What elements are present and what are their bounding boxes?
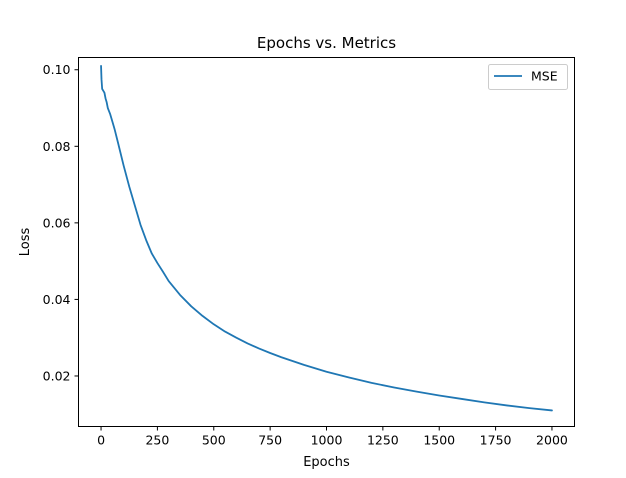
y-tick-label: 0.08: [43, 139, 71, 154]
x-axis-ticks: 0 250 500 750 1000 1250 1500 1750 2000: [97, 426, 568, 448]
x-tick-label: 750: [258, 433, 282, 448]
legend: MSE: [488, 64, 568, 90]
x-tick-label: 0: [97, 433, 105, 448]
x-tick-label: 2000: [536, 433, 568, 448]
x-tick-label: 500: [202, 433, 226, 448]
x-tick-label: 1000: [311, 433, 343, 448]
legend-box: [488, 64, 568, 90]
series-line-mse: [100, 65, 553, 412]
y-tick-label: 0.06: [43, 215, 71, 230]
legend-label-mse: MSE: [531, 69, 558, 84]
x-tick-label: 1500: [423, 433, 455, 448]
chart-title: Epochs vs. Metrics: [257, 34, 396, 52]
x-tick-label: 1250: [367, 433, 399, 448]
y-axis-ticks: 0.02 0.04 0.06 0.08 0.10: [43, 62, 79, 383]
x-tick-label: 1750: [480, 433, 512, 448]
plot-frame: [78, 57, 575, 427]
plot-area: [78, 57, 575, 427]
y-axis-label: Loss: [18, 228, 33, 257]
y-tick-label: 0.10: [43, 62, 71, 77]
x-axis-label: Epochs: [303, 455, 350, 470]
x-tick-label: 250: [145, 433, 169, 448]
y-tick-label: 0.04: [43, 292, 71, 307]
series-layer: [100, 65, 553, 412]
y-tick-label: 0.02: [43, 368, 71, 383]
